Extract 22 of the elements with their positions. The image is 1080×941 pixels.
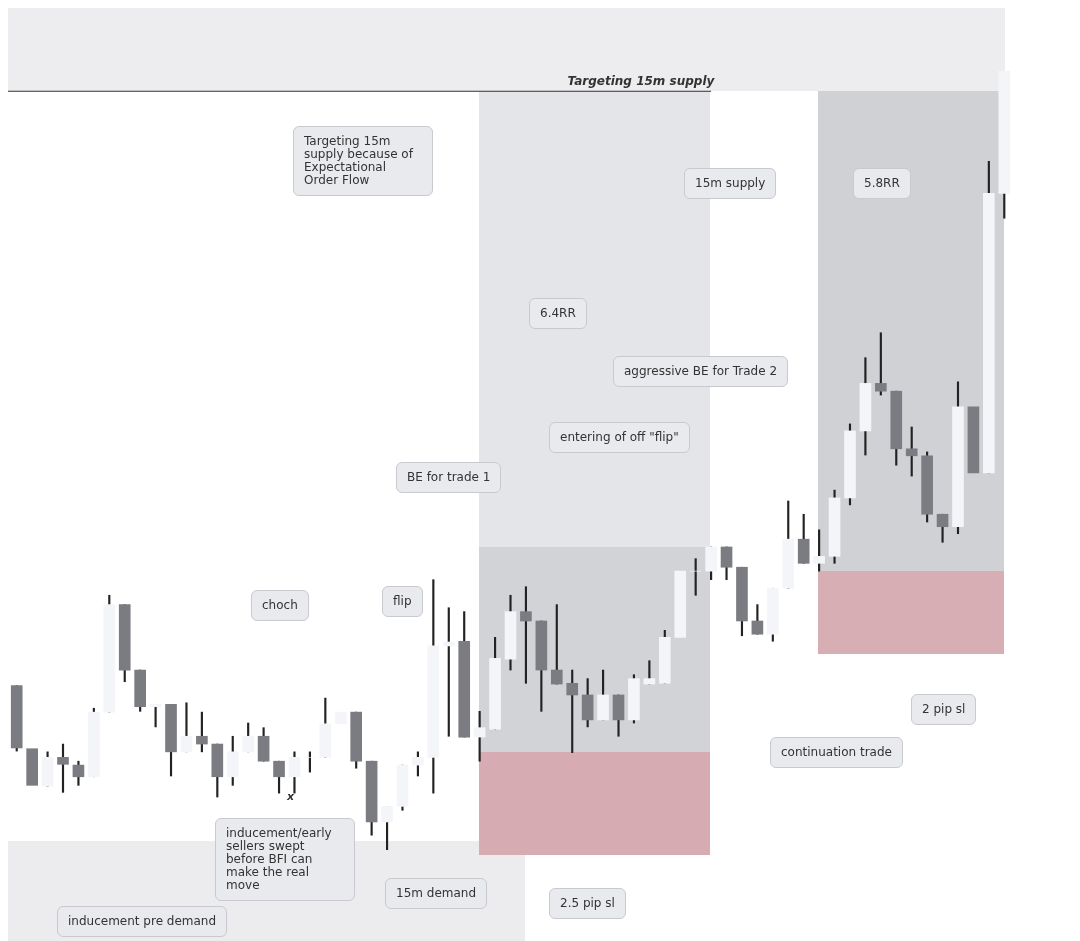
annotation: flip — [382, 586, 423, 617]
annotation: continuation trade — [770, 737, 903, 768]
candlestick — [180, 702, 193, 753]
text: 15m demand — [385, 878, 488, 909]
annotation: inducement/early sellers swept before BFI can make the real move — [215, 818, 355, 901]
annotation: Targeting 15m supply because of Expectational Order Flow — [293, 126, 433, 196]
candlestick — [674, 570, 687, 638]
annotation: aggressive BE for Trade 2 — [613, 356, 789, 387]
ref-line-label: Targeting 15m supply — [567, 74, 716, 89]
annotation: x — [287, 790, 295, 803]
annotation: BE for trade 1 — [396, 462, 502, 493]
annotation: 15m supply — [684, 168, 777, 199]
text: inducement pre demand — [57, 906, 228, 937]
annotation: 2 pip sl — [911, 694, 977, 725]
candlestick — [26, 748, 38, 786]
text: 2.5 pip sl — [549, 888, 626, 919]
candlestick — [442, 607, 455, 737]
annotation: entering of off "flip" — [549, 422, 690, 453]
annotation: choch — [251, 590, 309, 621]
candlestick — [967, 406, 980, 474]
annotation: 5.8RR — [853, 168, 911, 199]
annotation: 6.4RR — [529, 298, 587, 329]
